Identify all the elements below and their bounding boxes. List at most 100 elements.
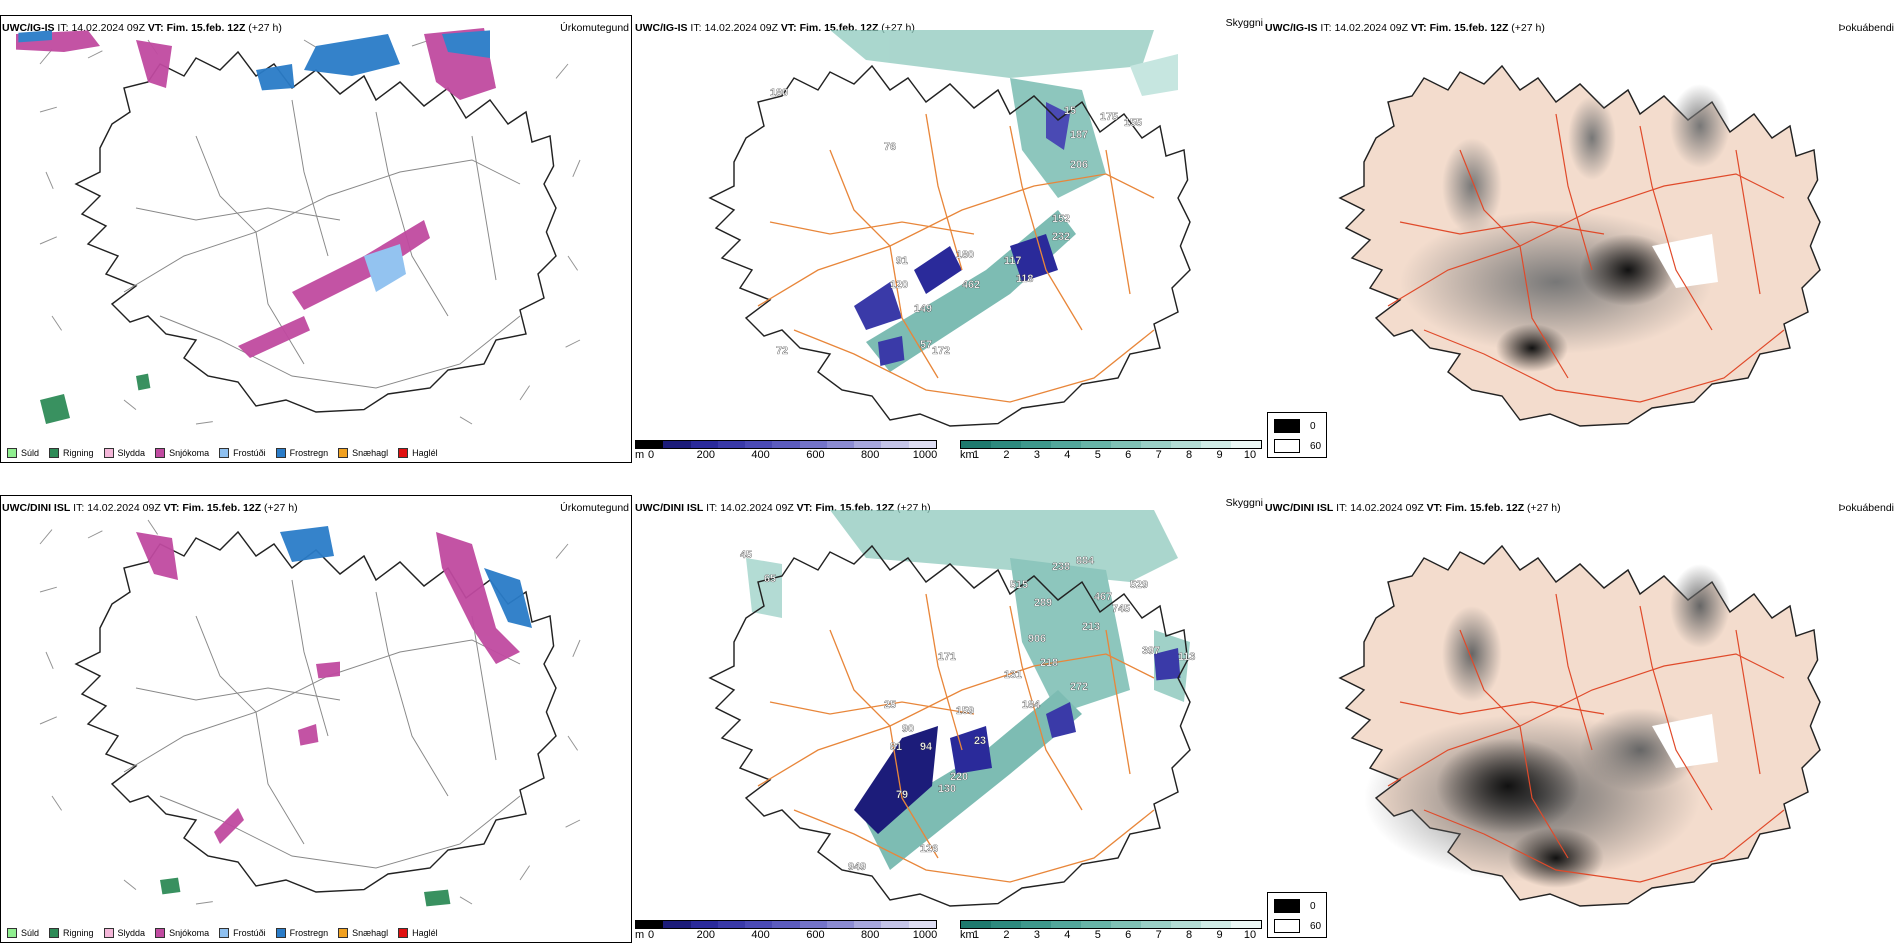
elevation-ticks: m 0 200 400 600 800 1000	[635, 929, 945, 943]
cloud-base-label: 23	[974, 735, 986, 747]
cloud-base-label: 238	[1052, 561, 1070, 573]
legend-label: Snjókoma	[169, 928, 210, 938]
colorbar-segment	[1051, 921, 1081, 928]
cloud-base-label: 289	[1034, 597, 1052, 609]
legend-label: Snæhagl	[352, 928, 389, 938]
vt-value: Fim. 15.feb. 12Z	[166, 22, 246, 34]
cloud-base-label: 94	[920, 741, 932, 753]
legend-item: Frostúði	[219, 448, 266, 458]
scale-tick: 4	[1064, 449, 1071, 461]
legend-label: Slydda	[117, 448, 146, 458]
scale-tick: 2	[1003, 449, 1010, 461]
it-value: 14.02.2024 09Z	[87, 502, 161, 514]
scale-tick: 6	[1125, 449, 1132, 461]
swatch-freezing-drizzle	[219, 928, 230, 938]
cloud-base-label: 172	[932, 345, 950, 357]
colorbar-segment	[1111, 921, 1141, 928]
it-label: IT:	[57, 22, 69, 34]
cloud-base-label: 397	[1142, 645, 1160, 657]
panel-header: UWC/IG-IS IT: 14.02.2024 09Z VT: Fim. 15…	[2, 22, 282, 34]
legend-label: Rigning	[63, 928, 94, 938]
precip-map	[16, 28, 581, 425]
swatch-snow-pellets	[338, 928, 349, 938]
cloud-base-label: 149	[914, 303, 932, 315]
vt-label: VT:	[147, 22, 164, 34]
legend-label: Snæhagl	[352, 448, 389, 458]
cloud-base-label: 467	[1094, 591, 1112, 603]
scale-unit: m	[635, 449, 645, 461]
it-value: 14.02.2024 09Z	[1334, 22, 1408, 34]
fog-swatch-0	[1274, 419, 1300, 433]
legend-item: Súld	[7, 448, 39, 458]
fog-legend-row: 0	[1274, 419, 1316, 433]
vt-value: Fim. 15.feb. 12Z	[1429, 22, 1509, 34]
cloud-panel-top: UWC/IG-IS IT: 14.02.2024 09Z VT: Fim. 15…	[635, 0, 1265, 470]
legend-item: Rigning	[49, 928, 94, 938]
colorbar-segment	[663, 921, 691, 928]
colorbar-segment	[961, 921, 991, 928]
legend-label: Haglél	[412, 448, 438, 458]
model-name: UWC/DINI ISL	[1265, 502, 1334, 514]
colorbar-segment	[690, 441, 718, 448]
legend-label: Frostregn	[289, 448, 329, 458]
cloud-base-label: 65	[764, 573, 776, 585]
fog-title: Þokuábendi	[1838, 22, 1894, 34]
legend-item: Snæhagl	[338, 448, 388, 458]
colorbar-segment	[826, 921, 855, 928]
legend-label: Frostúði	[233, 448, 266, 458]
legend-label: Slydda	[117, 928, 146, 938]
legend-item: Súld	[7, 928, 39, 938]
legend-item: Slydda	[103, 928, 146, 938]
legend-item: Rigning	[49, 448, 94, 458]
cloud-base-label: 155	[1124, 117, 1142, 129]
scale-tick: 600	[806, 449, 825, 461]
cloud-base-label: 884	[1076, 555, 1094, 567]
fog-legend-row: 0	[1274, 899, 1316, 913]
precip-map-frame: Súld Rigning Slydda Snjókoma Frostúði Fr…	[0, 495, 632, 943]
legend-item: Snjókoma	[155, 448, 209, 458]
colorbar-segment	[908, 921, 936, 928]
precip-legend: Súld Rigning Slydda Snjókoma Frostúði Fr…	[7, 448, 438, 458]
it-value: 14.02.2024 09Z	[704, 22, 778, 34]
cloud-title: Skyggni	[1225, 497, 1263, 509]
swatch-snow	[155, 928, 166, 938]
cloud-base-label: 79	[896, 789, 908, 801]
colorbar-segment	[961, 441, 991, 448]
swatch-freezing-rain	[275, 448, 286, 458]
precip-title: Úrkomutegund	[560, 22, 629, 34]
legend-item: Snæhagl	[338, 928, 388, 938]
fog-label: 60	[1310, 440, 1322, 452]
elevation-ticks: m 0 200 400 600 800 1000	[635, 449, 945, 463]
scale-tick: 10	[1243, 929, 1257, 941]
it-value: 14.02.2024 09Z	[1350, 502, 1424, 514]
cloud-base-label: 180	[956, 249, 974, 261]
cloud-base-label: 57	[920, 339, 932, 351]
swatch-freezing-drizzle	[219, 448, 230, 458]
colorbar-segment	[636, 441, 664, 448]
swatch-hail	[398, 448, 409, 458]
scale-tick: 8	[1186, 929, 1193, 941]
cloud-base-label: 206	[1070, 159, 1088, 171]
cloud-base-label: 272	[1070, 681, 1088, 693]
precip-legend: Súld Rigning Slydda Snjókoma Frostúði Fr…	[7, 928, 438, 938]
legend-item: Frostúði	[219, 928, 266, 938]
cloud-base-label: 187	[1070, 129, 1088, 141]
fog-legend: 0 60	[1267, 412, 1327, 458]
fog-label: 0	[1310, 900, 1316, 912]
fog-title: Þokuábendi	[1838, 502, 1894, 514]
colorbar-segment	[745, 441, 773, 448]
cloud-base-label: 72	[776, 345, 788, 357]
cloud-base-label: 232	[1052, 231, 1070, 243]
cloud-base-label: 113	[1178, 651, 1195, 663]
fog-legend: 0 60	[1267, 892, 1327, 938]
fog-swatch-0	[1274, 899, 1300, 913]
scale-tick: 0	[647, 929, 655, 941]
it-label: IT:	[1320, 22, 1332, 34]
scale-tick: 6	[1125, 929, 1132, 941]
vt-value: Fim. 15.feb. 12Z	[182, 502, 262, 514]
legend-label: Rigning	[63, 448, 94, 458]
fog-legend-row: 60	[1274, 439, 1321, 453]
swatch-freezing-rain	[275, 928, 286, 938]
